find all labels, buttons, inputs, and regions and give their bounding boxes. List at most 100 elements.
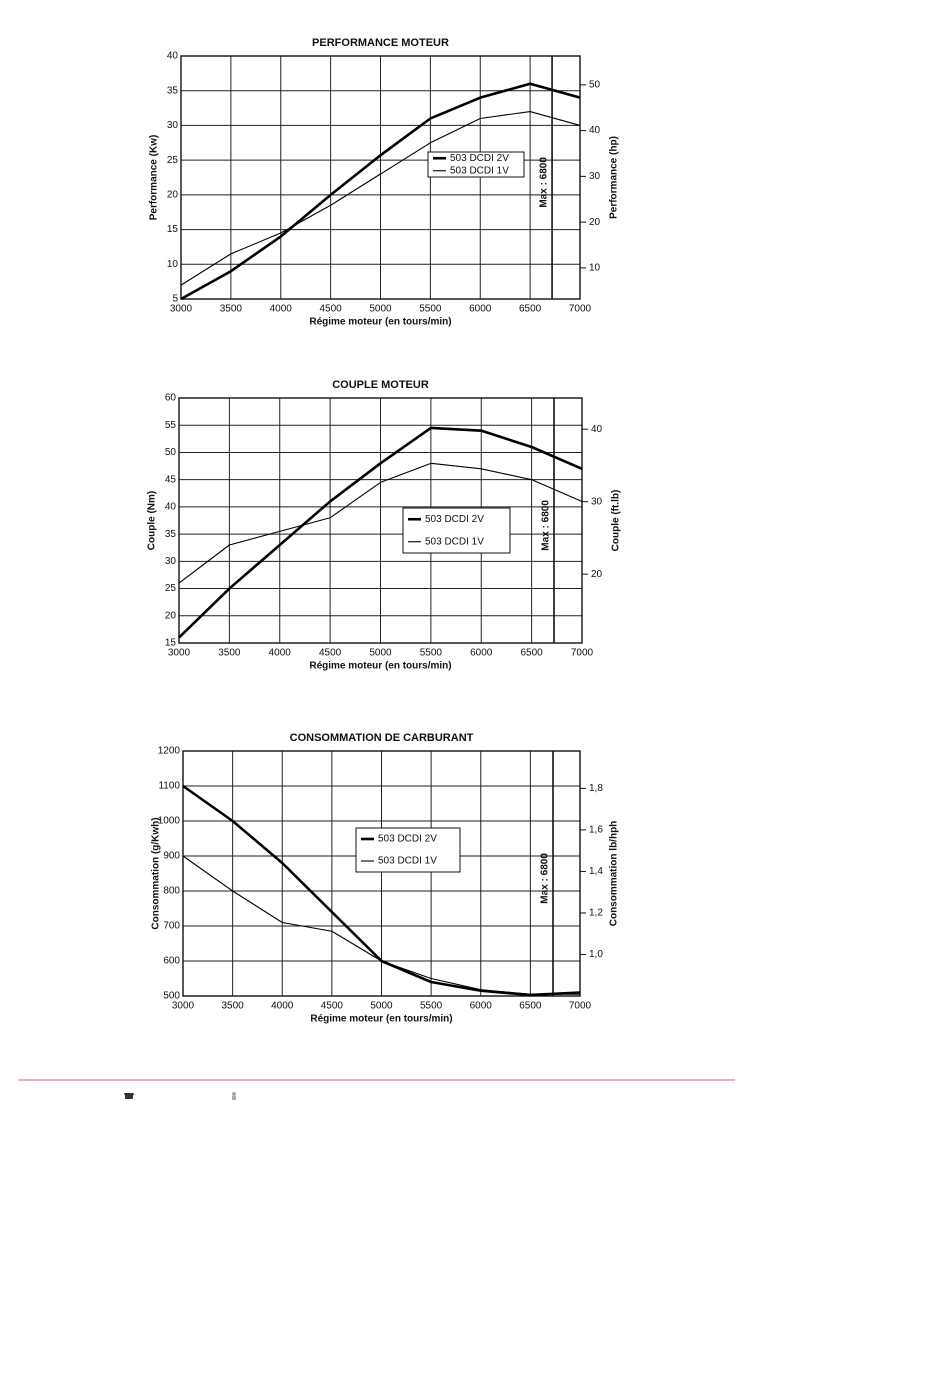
y-tick-label: 10 (167, 259, 179, 270)
legend-label: 503 DCDI 2V (450, 153, 509, 164)
x-tick-label: 3000 (168, 648, 191, 659)
x-tick-label: 7000 (569, 1001, 592, 1012)
y-tick-label: 15 (167, 224, 179, 235)
x-tick-label: 3000 (172, 1001, 195, 1012)
y-tick-label: 1000 (158, 816, 181, 827)
y-tick-label: 30 (165, 556, 177, 567)
x-tick-label: 5000 (370, 1001, 393, 1012)
legend-label: 503 DCDI 1V (378, 856, 437, 867)
x-tick-label: 4500 (321, 1001, 344, 1012)
x-tick-label: 4000 (270, 304, 293, 315)
legend-label: 503 DCDI 2V (425, 514, 484, 525)
series-line (178, 426, 583, 639)
y-tick-label: 20 (165, 610, 177, 621)
y2-tick-label: 1,4 (589, 866, 603, 877)
y2-tick-label: 1,2 (589, 908, 603, 919)
x-tick-label: 6500 (519, 304, 542, 315)
y2-tick-label: 40 (589, 125, 601, 136)
x-tick-label: 7000 (569, 304, 592, 315)
x-axis-label: Régime moteur (en tours/min) (309, 317, 451, 328)
legend-box (355, 827, 461, 873)
y2-tick-label: 50 (589, 79, 601, 90)
chart-title: PERFORMANCE MOTEUR (312, 37, 449, 49)
legend-label: 503 DCDI 1V (450, 165, 509, 176)
y-tick-label: 500 (163, 991, 180, 1002)
series-line (178, 462, 583, 584)
user-icon (232, 1092, 236, 1100)
y2-tick-label: 10 (589, 263, 601, 274)
plot-frame (180, 55, 581, 300)
x-tick-label: 5500 (420, 1001, 443, 1012)
y2-tick-label: 30 (589, 171, 601, 182)
y-tick-label: 900 (163, 851, 180, 862)
x-tick-label: 3000 (170, 304, 193, 315)
x-tick-label: 4000 (271, 1001, 294, 1012)
x-tick-label: 3500 (218, 648, 241, 659)
max-annotation: Max : 6800 (540, 853, 551, 904)
y-tick-label: 1200 (158, 746, 181, 757)
x-tick-label: 3500 (222, 1001, 245, 1012)
plot-frame (182, 750, 581, 997)
x-tick-label: 6000 (470, 648, 493, 659)
y-tick-label: 50 (165, 447, 177, 458)
legend-label: 503 DCDI 2V (378, 834, 437, 845)
x-tick-label: 7000 (571, 648, 594, 659)
y-tick-label: 15 (165, 638, 177, 649)
y-tick-label: 600 (163, 956, 180, 967)
x-tick-label: 5000 (369, 648, 392, 659)
y-tick-label: 35 (165, 529, 177, 540)
y-tick-label: 40 (165, 502, 177, 513)
x-tick-label: 6000 (470, 1001, 493, 1012)
y-axis-label: Performance (Kw) (149, 135, 160, 221)
y2-axis-label: Performance (hp) (609, 136, 620, 219)
y2-tick-label: 30 (591, 496, 603, 507)
legend-box (427, 151, 525, 178)
y-tick-label: 700 (163, 921, 180, 932)
y2-tick-label: 1,8 (589, 783, 603, 794)
y2-tick-label: 1,0 (589, 949, 603, 960)
y-tick-label: 60 (165, 393, 177, 404)
y-tick-label: 25 (165, 583, 177, 594)
x-axis-label: Régime moteur (en tours/min) (309, 661, 451, 672)
y-tick-label: 5 (172, 294, 178, 305)
phone-icon (124, 1093, 134, 1099)
y2-tick-label: 1,6 (589, 825, 603, 836)
chart-title: CONSOMMATION DE CARBURANT (290, 732, 474, 744)
series-line (180, 82, 581, 301)
x-tick-label: 6500 (519, 1001, 542, 1012)
y2-axis-label: Couple (ft.lb) (611, 490, 622, 552)
y-tick-label: 800 (163, 886, 180, 897)
x-tick-label: 5000 (369, 304, 392, 315)
chart-title: COUPLE MOTEUR (332, 379, 429, 391)
y-tick-label: 40 (167, 51, 179, 62)
x-tick-label: 3500 (220, 304, 243, 315)
y2-axis-label: Consommation lb/hph (609, 821, 620, 927)
x-tick-label: 6500 (521, 648, 544, 659)
legend-box (402, 507, 511, 554)
max-annotation: Max : 6800 (539, 157, 550, 208)
y-tick-label: 1100 (158, 781, 180, 792)
y-tick-label: 25 (167, 155, 179, 166)
y-tick-label: 20 (167, 189, 179, 200)
y2-tick-label: 20 (589, 217, 601, 228)
series-line (182, 855, 580, 995)
series-line (180, 110, 581, 286)
x-tick-label: 4500 (320, 304, 343, 315)
max-annotation: Max : 6800 (541, 500, 552, 551)
y-tick-label: 45 (165, 474, 177, 485)
x-tick-label: 5500 (420, 648, 443, 659)
y-axis-label: Couple (Nm) (147, 491, 158, 550)
y-tick-label: 30 (167, 120, 179, 131)
x-tick-label: 4000 (269, 648, 292, 659)
y-tick-label: 55 (165, 420, 177, 431)
plot-frame (178, 397, 583, 644)
legend-label: 503 DCDI 1V (425, 536, 484, 547)
x-axis-label: Régime moteur (en tours/min) (310, 1014, 452, 1025)
x-tick-label: 5500 (419, 304, 442, 315)
y-tick-label: 35 (167, 85, 179, 96)
y2-tick-label: 20 (591, 569, 603, 580)
y-axis-label: Consommation (g/Kwh) (151, 817, 162, 929)
x-tick-label: 6000 (469, 304, 492, 315)
y2-tick-label: 40 (591, 424, 603, 435)
